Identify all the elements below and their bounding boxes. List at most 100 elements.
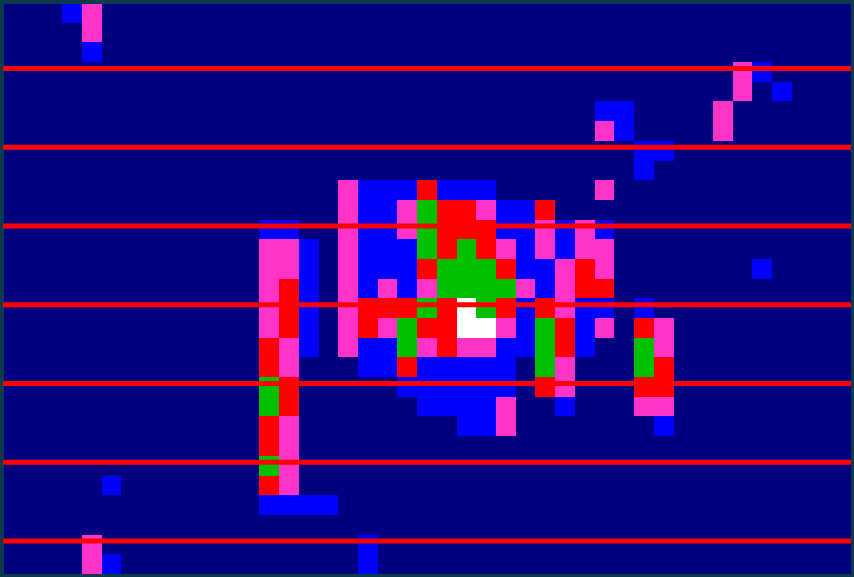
heatmap-cell xyxy=(62,161,82,181)
heatmap-cell xyxy=(713,476,733,496)
heatmap-cell xyxy=(378,377,398,397)
heatmap-cell xyxy=(319,535,339,555)
heatmap-cell xyxy=(476,42,496,62)
heatmap-cell xyxy=(792,161,812,181)
heatmap-cell xyxy=(693,377,713,397)
heatmap-cell xyxy=(180,200,200,220)
heatmap-cell xyxy=(674,397,694,417)
heatmap-cell xyxy=(575,62,595,82)
heatmap-cell xyxy=(614,200,634,220)
heatmap-cell xyxy=(674,42,694,62)
heatmap-cell xyxy=(42,23,62,43)
heatmap-cell xyxy=(378,82,398,102)
heatmap-cell xyxy=(3,535,23,555)
heatmap-cell xyxy=(397,357,417,377)
heatmap-cell xyxy=(23,298,43,318)
heatmap-cell xyxy=(634,397,654,417)
heatmap-cell xyxy=(397,62,417,82)
heatmap-cell xyxy=(397,338,417,358)
heatmap-cell xyxy=(772,180,792,200)
heatmap-cell xyxy=(220,535,240,555)
heatmap-cell xyxy=(417,161,437,181)
heatmap-cell xyxy=(812,495,832,515)
heatmap-cell xyxy=(82,200,102,220)
heatmap-cell xyxy=(220,141,240,161)
heatmap-cell xyxy=(82,62,102,82)
heatmap-cell xyxy=(200,161,220,181)
heatmap-cell xyxy=(831,121,851,141)
heatmap-cell xyxy=(555,101,575,121)
heatmap-cell xyxy=(279,121,299,141)
grid-line xyxy=(3,381,851,386)
heatmap-cell xyxy=(713,535,733,555)
heatmap-cell xyxy=(3,515,23,535)
heatmap-cell xyxy=(200,554,220,574)
heatmap-cell xyxy=(535,279,555,299)
heatmap-cell xyxy=(23,318,43,338)
heatmap-cell xyxy=(457,121,477,141)
heatmap-cell xyxy=(62,554,82,574)
heatmap-cell xyxy=(161,259,181,279)
heatmap-cells xyxy=(3,3,851,574)
heatmap-cell xyxy=(3,279,23,299)
heatmap-cell xyxy=(476,554,496,574)
heatmap-cell xyxy=(752,180,772,200)
heatmap-cell xyxy=(180,220,200,240)
heatmap-cell xyxy=(62,318,82,338)
heatmap-cell xyxy=(752,554,772,574)
heatmap-cell xyxy=(792,279,812,299)
heatmap-cell xyxy=(259,259,279,279)
heatmap-cell xyxy=(654,3,674,23)
heatmap-cell xyxy=(555,416,575,436)
heatmap-cell xyxy=(614,535,634,555)
heatmap-cell xyxy=(654,23,674,43)
heatmap-cell xyxy=(82,180,102,200)
heatmap-cell xyxy=(437,338,457,358)
heatmap-cell xyxy=(772,515,792,535)
heatmap-cell xyxy=(220,3,240,23)
heatmap-cell xyxy=(516,62,536,82)
heatmap-cell xyxy=(378,298,398,318)
heatmap-cell xyxy=(457,357,477,377)
heatmap-cell xyxy=(378,279,398,299)
y-tick xyxy=(3,304,851,305)
heatmap-cell xyxy=(161,535,181,555)
heatmap-cell xyxy=(772,476,792,496)
heatmap-cell xyxy=(535,535,555,555)
heatmap-cell xyxy=(299,62,319,82)
heatmap-cell xyxy=(82,259,102,279)
heatmap-cell xyxy=(733,200,753,220)
heatmap-cell xyxy=(279,259,299,279)
heatmap-cell xyxy=(713,318,733,338)
heatmap-cell xyxy=(200,318,220,338)
heatmap-cell xyxy=(200,259,220,279)
heatmap-cell xyxy=(674,101,694,121)
heatmap-cell xyxy=(555,121,575,141)
heatmap-cell xyxy=(259,62,279,82)
heatmap-cell xyxy=(82,101,102,121)
heatmap-cell xyxy=(200,495,220,515)
heatmap-cell xyxy=(812,279,832,299)
heatmap-cell xyxy=(516,495,536,515)
heatmap-cell xyxy=(437,377,457,397)
heatmap-cell xyxy=(516,220,536,240)
heatmap-cell xyxy=(102,23,122,43)
heatmap-cell xyxy=(614,82,634,102)
heatmap-cell xyxy=(102,318,122,338)
heatmap-cell xyxy=(614,554,634,574)
heatmap-cell xyxy=(772,338,792,358)
heatmap-cell xyxy=(161,318,181,338)
heatmap-cell xyxy=(575,279,595,299)
heatmap-cell xyxy=(358,62,378,82)
heatmap-cell xyxy=(62,3,82,23)
heatmap-cell xyxy=(496,495,516,515)
heatmap-cell xyxy=(259,515,279,535)
heatmap-cell xyxy=(141,23,161,43)
heatmap-cell xyxy=(23,200,43,220)
heatmap-cell xyxy=(575,476,595,496)
heatmap-cell xyxy=(161,161,181,181)
heatmap-cell xyxy=(3,220,23,240)
heatmap-cell xyxy=(121,161,141,181)
heatmap-cell xyxy=(713,101,733,121)
heatmap-cell xyxy=(62,456,82,476)
